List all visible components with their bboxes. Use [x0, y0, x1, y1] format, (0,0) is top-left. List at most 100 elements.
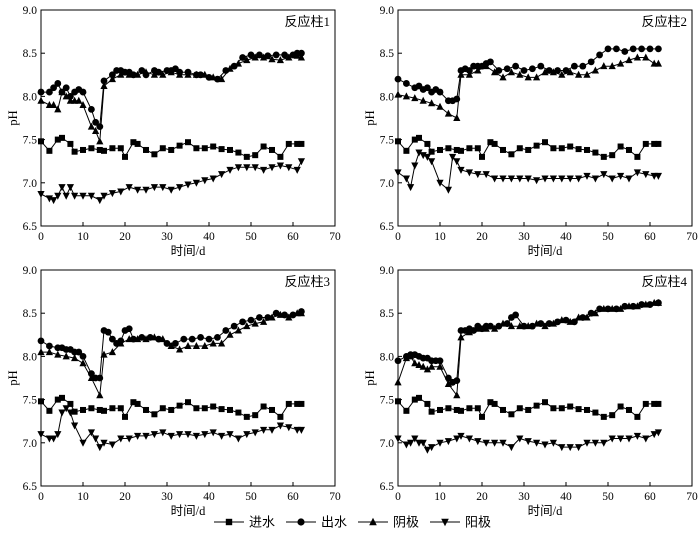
data-point	[453, 406, 460, 413]
data-point	[445, 405, 452, 412]
data-point	[465, 70, 473, 78]
data-point	[235, 149, 242, 156]
x-axis-label: 时间/d	[171, 244, 206, 258]
data-point	[608, 304, 616, 312]
data-point	[79, 439, 87, 447]
x-tick-label: 0	[395, 231, 401, 243]
data-point	[143, 146, 149, 153]
data-point	[134, 432, 142, 440]
data-point	[176, 142, 183, 149]
data-point	[583, 439, 591, 447]
panel-title: 反应柱2	[641, 14, 687, 29]
data-point	[634, 153, 641, 160]
data-point	[549, 319, 557, 327]
data-point	[192, 70, 200, 78]
y-tick-label: 9.0	[380, 265, 395, 277]
data-point	[150, 184, 158, 192]
data-point	[243, 153, 250, 160]
x-tick-label: 40	[203, 231, 215, 243]
x-axis-label: 时间/d	[528, 504, 563, 518]
data-point	[138, 67, 146, 74]
data-point	[298, 140, 305, 147]
x-tick-label: 40	[560, 231, 572, 243]
data-point	[575, 175, 583, 183]
data-point	[234, 326, 242, 334]
data-point	[66, 184, 74, 192]
data-point	[487, 139, 494, 146]
data-point	[54, 396, 61, 403]
data-point	[117, 70, 125, 78]
data-point	[88, 405, 95, 412]
data-point	[143, 406, 149, 413]
x-tick-label: 60	[644, 491, 656, 503]
series-triangle-up	[37, 309, 305, 399]
data-point	[251, 319, 259, 327]
x-tick-label: 10	[434, 231, 446, 243]
data-point	[419, 362, 427, 370]
data-point	[499, 175, 507, 183]
y-tick-label: 7.5	[23, 135, 38, 147]
data-point	[96, 197, 104, 205]
x-tick-label: 40	[560, 491, 572, 503]
y-tick-label: 7.0	[380, 438, 395, 450]
data-point	[482, 439, 490, 447]
data-point	[453, 435, 461, 443]
data-point	[62, 84, 70, 92]
data-point	[394, 169, 402, 177]
data-point	[252, 152, 259, 159]
data-point	[101, 407, 107, 414]
x-tick-label: 0	[38, 491, 44, 503]
data-point	[554, 67, 561, 74]
chart-panel-1: 0 10 20 30 40 50 60 70 6.5 7.0 7.5 8.0 8.5 9.0 时间/d pH 反…	[6, 5, 341, 258]
data-point	[251, 429, 259, 437]
data-point	[239, 318, 247, 326]
data-point	[151, 151, 158, 158]
data-point	[54, 80, 62, 87]
legend-marker	[441, 518, 449, 527]
data-point	[142, 432, 150, 440]
data-point	[591, 175, 599, 183]
x-tick-label: 60	[287, 231, 299, 243]
data-point	[445, 145, 452, 152]
series-triangle-down	[394, 429, 662, 454]
data-point	[457, 166, 465, 174]
data-point	[508, 411, 515, 418]
data-point	[100, 192, 108, 200]
chart-panel-3: 0 10 20 30 40 50 60 70 6.5 7.0 7.5 8.0 8.5 9.0 时间/d pH 反…	[6, 265, 341, 518]
data-point	[150, 333, 158, 341]
data-point	[533, 73, 541, 81]
data-point	[71, 354, 79, 362]
data-point	[604, 45, 612, 53]
x-axis-label: 时间/d	[528, 244, 563, 258]
data-point	[625, 302, 633, 310]
data-point	[512, 311, 519, 319]
plot-frame	[397, 269, 693, 487]
data-point	[272, 309, 280, 317]
data-point	[651, 400, 658, 407]
data-point	[184, 342, 192, 350]
data-point	[176, 345, 184, 353]
data-point	[491, 175, 499, 183]
data-point	[436, 439, 444, 447]
data-point	[130, 139, 137, 146]
data-point	[503, 65, 511, 73]
y-tick-label: 8.0	[380, 351, 395, 363]
data-point	[58, 409, 66, 417]
data-point	[150, 70, 158, 78]
data-point	[67, 140, 74, 147]
series-triangle-down	[394, 149, 662, 194]
data-point	[411, 162, 419, 170]
x-tick-label: 50	[602, 231, 614, 243]
data-point	[96, 123, 104, 131]
data-point	[655, 400, 662, 407]
data-point	[269, 406, 275, 413]
data-point	[268, 426, 276, 434]
data-point	[117, 145, 124, 152]
data-point	[592, 149, 599, 156]
x-tick-label: 40	[203, 491, 215, 503]
data-point	[226, 166, 234, 174]
data-point	[117, 188, 125, 196]
panel-title: 反应柱4	[641, 274, 687, 289]
data-point	[297, 158, 305, 166]
data-point	[109, 405, 116, 412]
